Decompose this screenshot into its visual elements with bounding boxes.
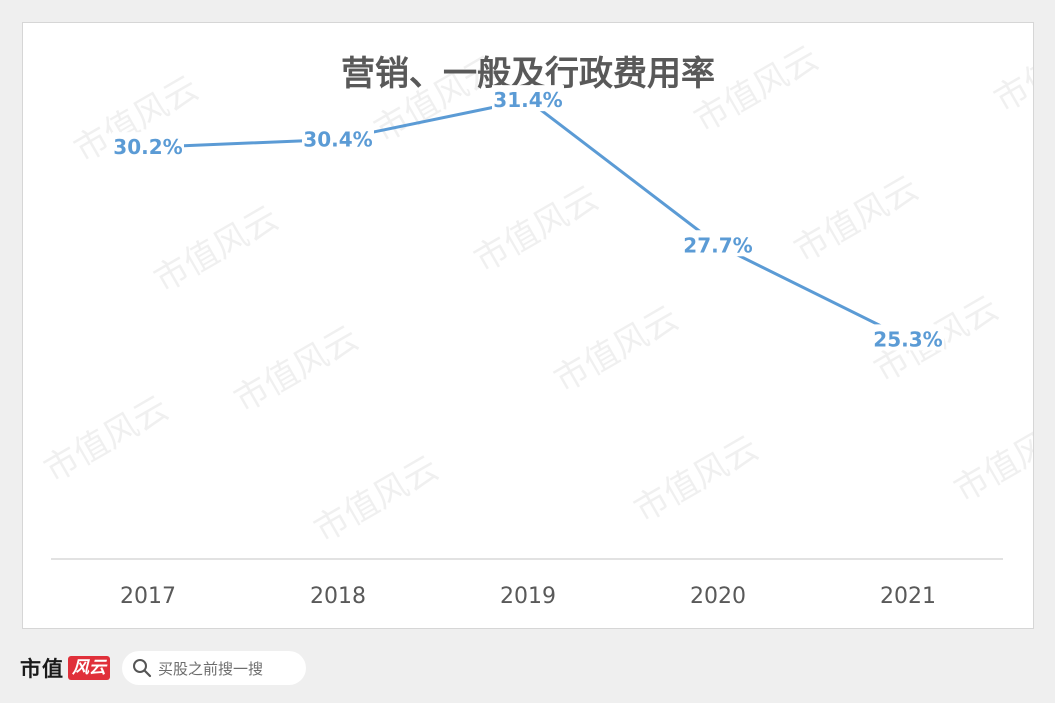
data-label-background xyxy=(492,85,564,112)
search-box[interactable]: 买股之前搜一搜 xyxy=(122,651,306,685)
data-label: 25.3% xyxy=(873,327,942,351)
watermark-text: 市值风云 xyxy=(788,168,926,271)
data-label: 30.2% xyxy=(113,135,182,159)
x-tick-label: 2019 xyxy=(500,584,556,609)
data-label: 30.4% xyxy=(303,127,372,151)
data-label-background xyxy=(682,230,754,257)
x-tick-label: 2017 xyxy=(120,584,176,609)
watermark-text: 市值风云 xyxy=(148,198,286,301)
plot-area: 2017 2018 2019 2020 2021 30.2% 30.4% 31.4% 27.7%… xyxy=(112,85,944,609)
x-tick-label: 2021 xyxy=(880,584,936,609)
data-label-background xyxy=(302,124,374,151)
data-label: 31.4% xyxy=(493,88,562,112)
watermark-text: 市值风云 xyxy=(228,318,366,421)
search-icon xyxy=(133,659,152,678)
data-label: 27.7% xyxy=(683,233,752,257)
brand-logo-seal: 风云 xyxy=(68,656,110,680)
watermark-text: 市值风云 xyxy=(948,408,1034,511)
watermark-text: 市值风云 xyxy=(468,178,606,281)
data-label-background xyxy=(112,132,184,159)
brand-logo-text: 市值 xyxy=(20,656,64,681)
watermark-text: 市值风云 xyxy=(38,388,176,491)
data-label-background xyxy=(872,324,944,351)
watermark-text: 市值风云 xyxy=(548,298,686,401)
watermark-text: 市值风云 xyxy=(628,428,766,531)
watermark-text: 市值风云 xyxy=(308,448,446,551)
x-tick-label: 2018 xyxy=(310,584,366,609)
footer-bar: 市值 风云 买股之前搜一搜 xyxy=(20,650,420,686)
search-placeholder: 买股之前搜一搜 xyxy=(158,659,264,678)
chart-card: 市值风云 市值风云 市值风云 市值风云 市值风云 市值风云 市值风云 市值风云 市值风云 市值风云… xyxy=(22,22,1034,629)
x-tick-label: 2020 xyxy=(690,584,746,609)
watermark-text: 市值风云 xyxy=(988,23,1034,121)
